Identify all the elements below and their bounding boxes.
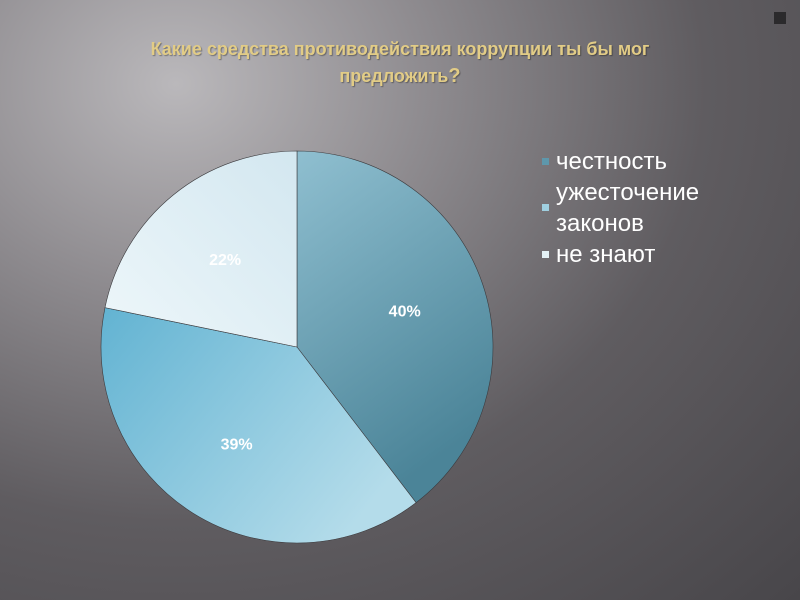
pie-slice-2 <box>100 307 417 544</box>
legend-swatch-2 <box>542 204 549 211</box>
chart-legend: честность ужесточение законов не знают <box>542 146 792 270</box>
pie-data-labels: 40% 39% 22% <box>209 252 421 453</box>
corner-decoration <box>774 12 786 24</box>
legend-item-2: ужесточение законов <box>542 177 792 239</box>
legend-label-2-line-1: ужесточение <box>556 179 700 206</box>
legend-label-1: честность <box>556 148 667 175</box>
pie-label-2: 39% <box>221 436 253 453</box>
legend-swatch-1 <box>542 158 549 165</box>
title-question-mark: ? <box>448 65 461 87</box>
legend-label-3: не знают <box>556 241 656 268</box>
pie-slice-3 <box>104 150 298 348</box>
title-line-2: предложить? <box>40 63 760 90</box>
slide-title: Какие средства противодействия коррупции… <box>40 36 760 90</box>
pie-slice-1 <box>296 150 494 504</box>
pie-label-1: 40% <box>389 304 421 321</box>
legend-swatch-3 <box>542 251 549 258</box>
title-line-1: Какие средства противодействия коррупции… <box>150 39 650 59</box>
title-line-2-text: предложить <box>339 66 449 86</box>
pie-slices <box>100 150 494 544</box>
legend-item-1: честность <box>542 146 792 177</box>
legend-item-3: не знают <box>542 239 792 270</box>
legend-label-2-line-2: законов <box>556 210 644 237</box>
pie-label-3: 22% <box>209 252 241 269</box>
